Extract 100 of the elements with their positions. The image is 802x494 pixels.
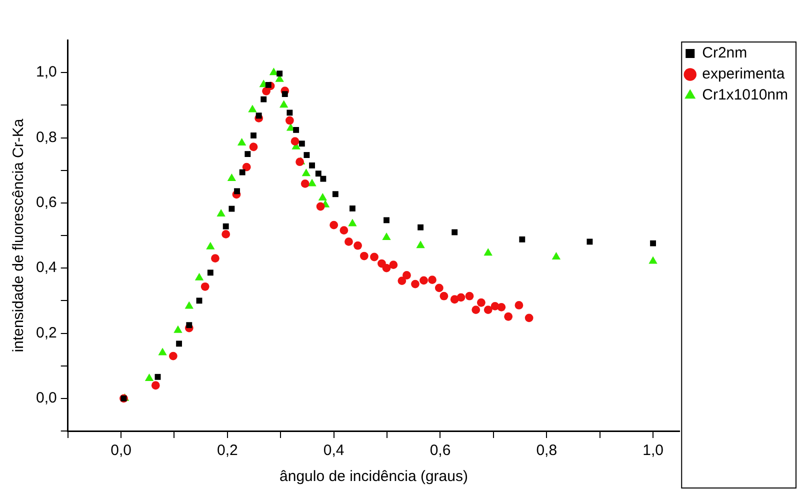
point	[552, 252, 561, 260]
point	[332, 191, 338, 198]
point	[456, 293, 466, 302]
point	[476, 298, 486, 307]
point	[402, 271, 411, 280]
x-tick-label: 0,6	[430, 442, 451, 460]
point	[452, 229, 458, 236]
point	[340, 226, 348, 234]
point	[184, 301, 194, 309]
point	[302, 168, 311, 176]
point	[318, 193, 327, 201]
point	[290, 137, 300, 146]
point	[168, 352, 178, 360]
point	[304, 152, 310, 158]
point	[360, 252, 368, 260]
y-tick-label: 1,0	[36, 64, 57, 81]
point	[276, 70, 283, 77]
point	[200, 282, 210, 291]
point	[242, 162, 251, 172]
point	[384, 217, 390, 224]
point	[234, 188, 240, 194]
point	[398, 276, 406, 285]
y-tick-label: 0,0	[36, 390, 57, 407]
x-tick-label: 0,4	[323, 442, 344, 460]
x-tick-label: 1,0	[642, 442, 664, 460]
point	[196, 298, 202, 304]
point	[416, 240, 425, 248]
point	[222, 223, 229, 230]
point	[504, 312, 513, 321]
legend-label: Cr2nm	[702, 44, 748, 62]
point	[484, 306, 492, 314]
point	[434, 284, 444, 292]
y-axis-title: intensidade de fluorescência Cr-Ka	[10, 118, 28, 352]
point	[308, 178, 316, 186]
point	[222, 230, 230, 238]
point	[298, 140, 305, 147]
point	[216, 208, 226, 216]
legend-label: Cr1x1010nm	[702, 86, 788, 104]
point	[411, 280, 420, 288]
point	[524, 314, 534, 322]
legend-label: experimenta	[702, 66, 786, 83]
point	[250, 132, 256, 138]
x-axis-title: ângulo de incidência (graus)	[280, 468, 468, 486]
point	[207, 270, 214, 276]
point	[237, 138, 246, 146]
point	[265, 82, 272, 88]
point	[293, 126, 300, 133]
point	[282, 91, 288, 98]
x-tick-label: 0,0	[110, 442, 132, 460]
point	[286, 110, 293, 116]
point	[158, 348, 167, 356]
point	[370, 252, 378, 262]
point	[144, 374, 154, 382]
point	[174, 325, 182, 333]
y-tick-label: 0,6	[36, 194, 57, 212]
point	[186, 322, 192, 328]
point	[206, 242, 215, 250]
point	[315, 170, 322, 177]
point	[239, 169, 246, 176]
point	[472, 306, 480, 314]
point	[389, 260, 398, 270]
point	[519, 236, 526, 242]
point	[227, 173, 236, 181]
point	[418, 224, 424, 230]
point	[154, 374, 161, 380]
x-tick-label: 0,2	[217, 442, 238, 460]
point	[330, 220, 338, 230]
point	[194, 272, 204, 280]
point	[465, 292, 474, 300]
point	[348, 218, 357, 226]
point	[244, 151, 251, 158]
point	[248, 104, 257, 112]
y-tick-label: 0,4	[36, 259, 57, 276]
point	[300, 179, 310, 188]
point	[382, 232, 391, 240]
point	[211, 254, 220, 263]
y-tick-label: 0,2	[36, 324, 57, 342]
point	[648, 256, 658, 264]
point	[497, 302, 506, 312]
x-tick-label: 0,8	[536, 442, 558, 460]
point	[285, 116, 294, 125]
point	[316, 202, 325, 211]
point	[256, 112, 262, 119]
point	[484, 248, 492, 256]
point	[650, 240, 656, 246]
y-tick-label: 0,8	[36, 128, 57, 146]
point	[344, 237, 353, 246]
point	[586, 238, 593, 245]
point	[151, 381, 160, 390]
point	[349, 205, 356, 212]
point	[354, 241, 362, 250]
point	[382, 264, 391, 272]
point	[320, 176, 326, 182]
point	[280, 100, 288, 108]
point	[440, 292, 448, 300]
point	[228, 206, 235, 212]
point	[309, 162, 315, 168]
point	[420, 276, 428, 285]
point	[176, 340, 182, 347]
point	[428, 276, 436, 284]
